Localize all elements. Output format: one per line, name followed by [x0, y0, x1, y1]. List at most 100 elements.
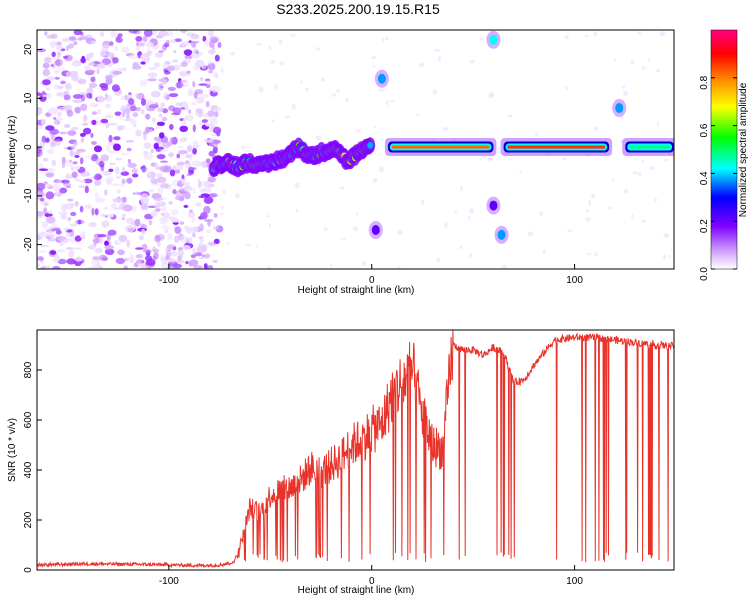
- faint-speckle: [469, 208, 475, 214]
- noise-speckle: [197, 180, 202, 189]
- faint-speckle: [420, 199, 425, 206]
- faint-speckle: [381, 38, 385, 44]
- spectrogram-x-tick-label: -100: [159, 275, 179, 286]
- noise-speckle: [183, 49, 193, 56]
- noise-speckle: [57, 111, 62, 117]
- noise-speckle: [74, 256, 83, 262]
- noise-speckle: [160, 102, 166, 108]
- noise-speckle: [77, 78, 87, 85]
- noise-speckle: [72, 141, 78, 147]
- faint-speckle: [396, 266, 401, 269]
- faint-speckle: [230, 51, 236, 56]
- noise-speckle: [54, 58, 64, 67]
- faint-speckle: [432, 89, 437, 95]
- faint-speckle: [372, 178, 378, 183]
- noise-speckle: [91, 119, 97, 126]
- noise-speckle: [148, 104, 159, 109]
- faint-speckle: [641, 159, 644, 163]
- noise-speckle: [148, 67, 157, 70]
- noise-speckle: [195, 144, 200, 148]
- noise-speckle: [80, 137, 85, 143]
- noise-speckle: [120, 171, 130, 176]
- noise-speckle: [135, 254, 144, 259]
- noise-speckle: [192, 187, 196, 194]
- noise-speckle: [42, 79, 51, 86]
- noise-speckle: [47, 148, 55, 155]
- noise-speckle: [72, 99, 83, 104]
- noise-speckle: [87, 221, 97, 228]
- noise-speckle: [66, 110, 74, 117]
- noise-speckle: [95, 197, 105, 203]
- noise-speckle: [200, 93, 209, 99]
- noise-speckle: [190, 102, 197, 105]
- noise-speckle: [56, 117, 64, 121]
- noise-speckle: [67, 216, 72, 222]
- faint-speckle: [588, 200, 592, 206]
- noise-speckle: [99, 50, 107, 57]
- noise-speckle: [80, 103, 88, 112]
- noise-speckle: [158, 132, 165, 139]
- faint-speckle: [373, 125, 377, 129]
- faint-speckle: [479, 37, 483, 41]
- faint-speckle: [630, 59, 635, 64]
- faint-speckle: [268, 45, 272, 50]
- noise-speckle: [83, 178, 93, 184]
- noise-speckle: [121, 213, 127, 218]
- faint-speckle: [535, 132, 539, 137]
- noise-speckle: [107, 229, 117, 236]
- spectrogram-frame: [36, 29, 675, 270]
- noise-speckle: [97, 234, 107, 238]
- noise-speckle: [60, 242, 64, 247]
- noise-speckle: [76, 148, 86, 153]
- faint-speckle: [295, 208, 298, 213]
- faint-speckle: [623, 188, 629, 194]
- faint-speckle: [356, 212, 359, 216]
- noise-speckle: [146, 51, 152, 57]
- snr-y-tick-label: 600: [23, 411, 34, 428]
- noise-speckle: [56, 92, 66, 97]
- noise-speckle: [211, 85, 221, 93]
- noise-speckle: [184, 114, 194, 121]
- noise-speckle: [186, 173, 192, 177]
- noise-speckle: [104, 245, 114, 250]
- noise-speckle: [94, 247, 104, 254]
- noise-speckle: [91, 111, 98, 115]
- faint-speckle: [416, 113, 420, 116]
- faint-speckle: [291, 103, 296, 110]
- faint-speckle: [266, 215, 270, 218]
- faint-speckle: [372, 65, 376, 68]
- noise-speckle: [66, 247, 73, 250]
- noise-speckle: [122, 166, 126, 173]
- snr-y-tick-label: 800: [23, 361, 34, 378]
- faint-speckle: [656, 68, 660, 73]
- noise-speckle: [40, 118, 46, 126]
- noise-speckle: [184, 160, 190, 165]
- noise-speckle: [70, 166, 75, 171]
- noise-speckle: [145, 126, 150, 134]
- noise-speckle: [91, 141, 97, 145]
- noise-speckle: [54, 69, 58, 74]
- faint-speckle: [539, 211, 543, 217]
- noise-speckle: [190, 226, 199, 233]
- spectrogram-x-tick-label: 0: [369, 275, 375, 286]
- noise-speckle: [59, 131, 67, 135]
- faint-speckle: [271, 119, 275, 123]
- noise-speckle: [203, 263, 208, 269]
- noise-speckle: [37, 215, 43, 219]
- noise-speckle: [135, 247, 144, 250]
- noise-speckle: [114, 166, 120, 175]
- noise-speckle: [37, 231, 48, 237]
- noise-speckle: [116, 189, 121, 194]
- noise-speckle: [158, 83, 164, 91]
- noise-speckle: [184, 54, 193, 60]
- snr-series-line: [37, 330, 674, 569]
- noise-speckle: [170, 219, 180, 223]
- noise-speckle: [155, 201, 161, 205]
- noise-speckle: [168, 200, 173, 205]
- noise-speckle: [68, 250, 75, 258]
- noise-speckle: [188, 211, 195, 219]
- noise-speckle: [51, 159, 57, 167]
- faint-speckle: [507, 114, 513, 118]
- faint-speckle: [593, 127, 599, 131]
- noise-speckle: [192, 48, 199, 54]
